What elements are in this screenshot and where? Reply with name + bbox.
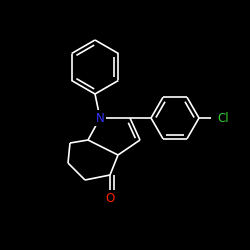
Text: O: O bbox=[106, 192, 114, 204]
Text: Cl: Cl bbox=[217, 112, 228, 124]
Text: N: N bbox=[96, 112, 104, 124]
